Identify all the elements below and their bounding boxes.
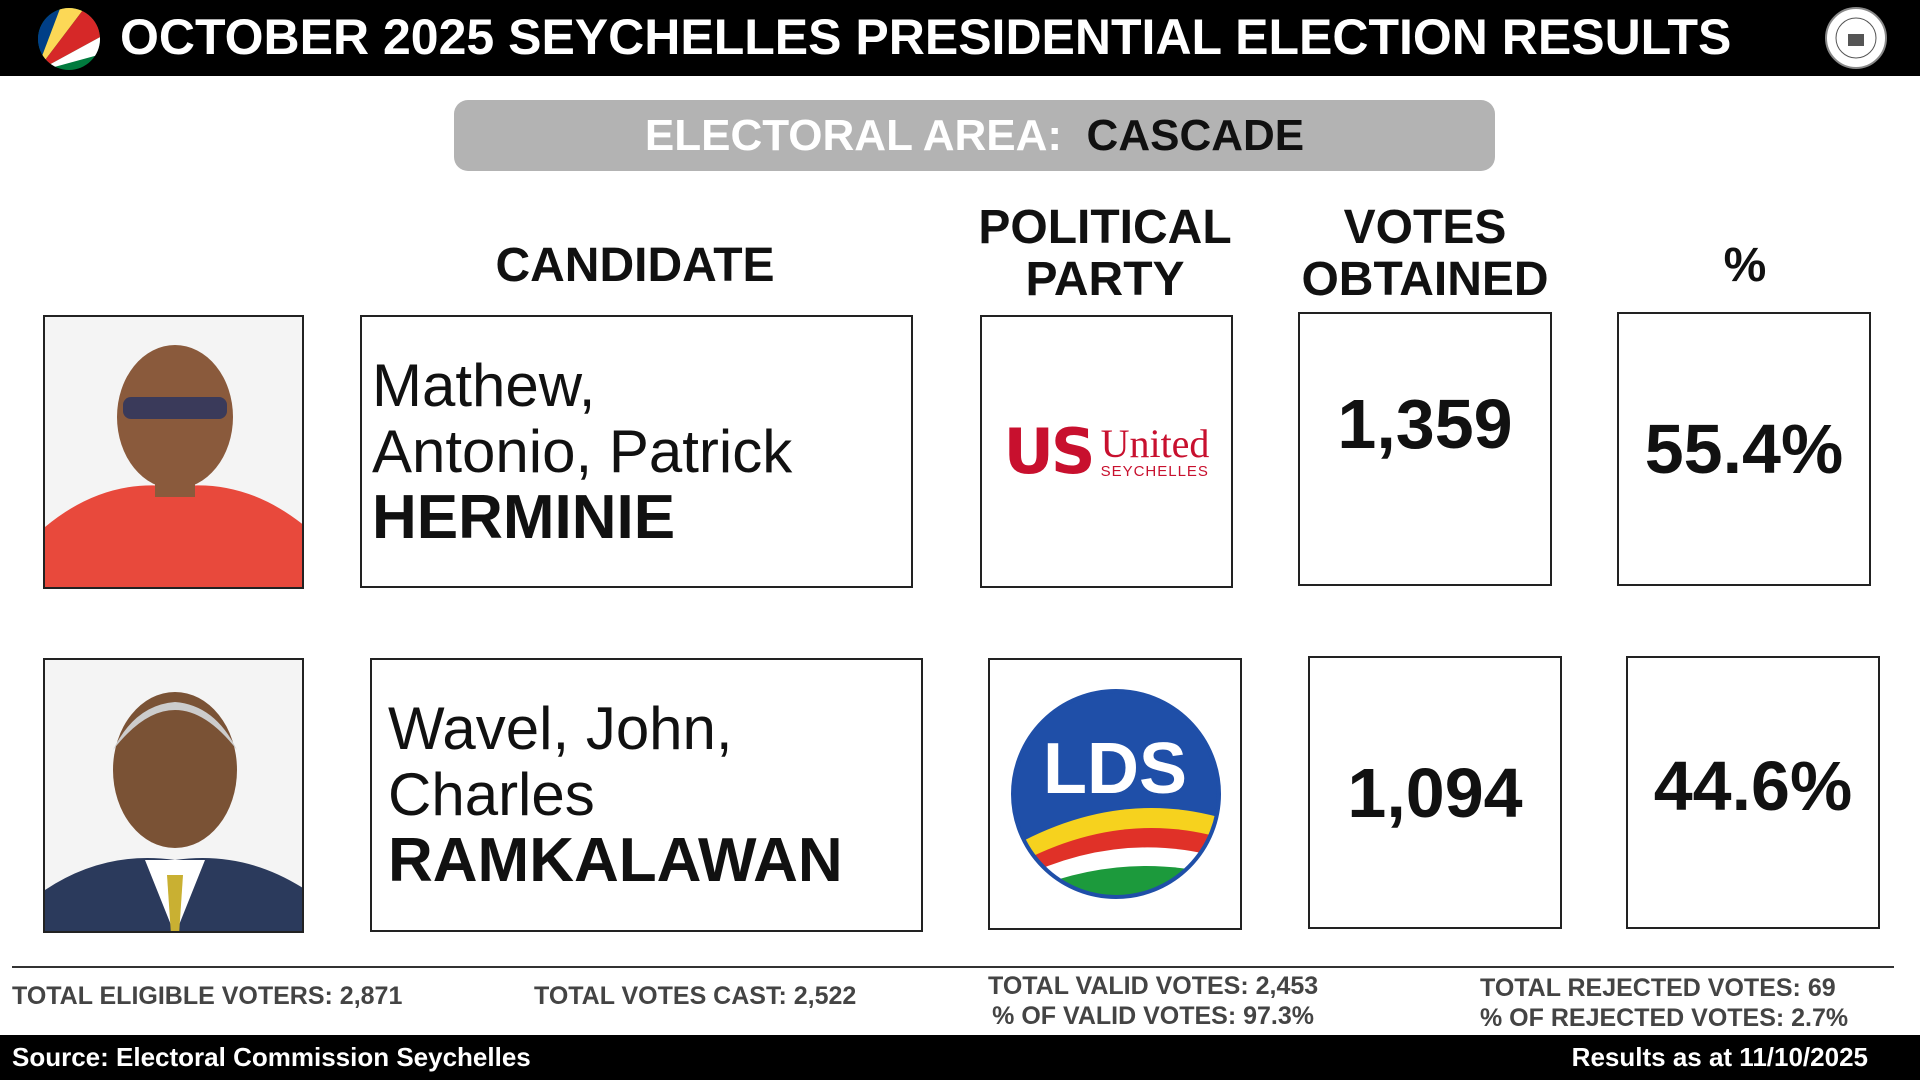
stat: TOTAL VOTES CAST: 2,522 — [534, 982, 857, 1010]
area-banner: ELECTORAL AREA: CASCADE — [454, 100, 1495, 171]
logo-sub: SEYCHELLES — [1100, 463, 1209, 480]
candidate-name: Mathew, Antonio, Patrick HERMINIE — [360, 315, 913, 588]
stat-group: TOTAL VALID VOTES: 2,453 % OF VALID VOTE… — [988, 971, 1318, 1031]
area-label: ELECTORAL AREA: — [644, 111, 1063, 160]
col-header: CANDIDATE — [495, 239, 775, 292]
candidate-photo — [43, 315, 304, 589]
logo-mark: US — [1003, 415, 1096, 488]
logo-name: United — [1100, 421, 1210, 466]
lds-emblem — [1011, 689, 1221, 899]
votes: 1,359 — [1298, 312, 1552, 586]
flag-icon — [38, 8, 100, 70]
surname: RAMKALAWAN — [388, 826, 843, 895]
stat: TOTAL ELIGIBLE VOTERS: 2,871 — [12, 982, 403, 1010]
candidate-photo — [43, 658, 304, 933]
percent: 55.4% — [1617, 312, 1871, 586]
candidate-name: Wavel, John, Charles RAMKALAWAN — [370, 658, 923, 932]
given-name: Mathew, — [372, 351, 596, 419]
percent: 44.6% — [1626, 656, 1880, 929]
col-header: POLITICAL PARTY — [978, 201, 1232, 306]
given-name: Wavel, John, — [388, 695, 733, 762]
col-header: % — [1723, 239, 1767, 292]
stat: % OF VALID VOTES: 97.3% — [992, 1002, 1314, 1030]
given-name: Charles — [388, 761, 595, 828]
surname: HERMINIE — [372, 482, 676, 552]
footer-bar: Source: Electoral Commission Seychelles … — [0, 1035, 1920, 1080]
party-logo: US United SEYCHELLES — [980, 315, 1233, 588]
stat: TOTAL VALID VOTES: 2,453 — [988, 972, 1319, 1000]
area-name: CASCADE — [1086, 111, 1305, 160]
divider — [12, 966, 1894, 968]
header-bar: OCTOBER 2025 SEYCHELLES PRESIDENTIAL ELE… — [0, 0, 1920, 76]
votes: 1,094 — [1308, 656, 1562, 929]
given-name: Antonio, Patrick — [372, 417, 793, 485]
title: OCTOBER 2025 SEYCHELLES PRESIDENTIAL ELE… — [120, 9, 1732, 65]
source: Source: Electoral Commission Seychelles — [12, 1042, 531, 1072]
stat: % OF REJECTED VOTES: 2.7% — [1480, 1004, 1849, 1032]
stat-group: TOTAL REJECTED VOTES: 69 % OF REJECTED V… — [1480, 973, 1848, 1033]
date: Results as at 11/10/2025 — [1571, 1042, 1868, 1072]
party-logo: LDS — [988, 658, 1242, 930]
stat: TOTAL REJECTED VOTES: 69 — [1480, 974, 1836, 1002]
logo-mark: LDS — [1043, 729, 1187, 809]
commission-seal — [1825, 7, 1887, 69]
col-header: VOTES OBTAINED — [1301, 201, 1549, 306]
